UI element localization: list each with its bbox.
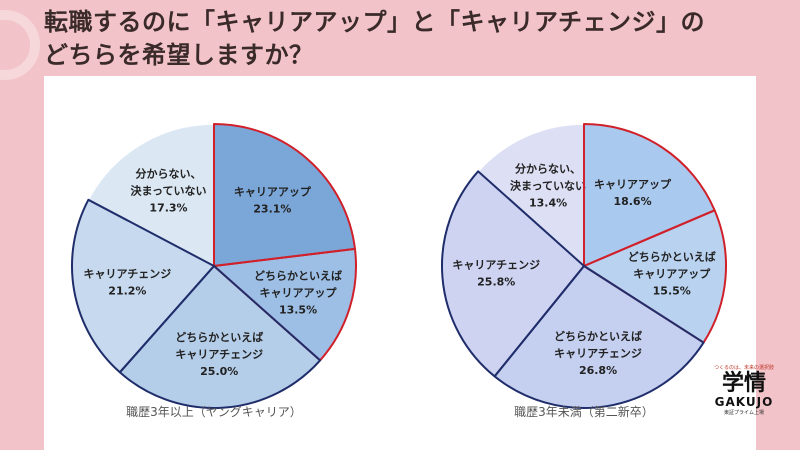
slice-value-label: 25.0% bbox=[200, 365, 238, 378]
slice-value-label: 23.1% bbox=[253, 203, 291, 216]
gakujo-logo: つくるのは、未来の選択肢 学情 GAKUJO 東証プライム上場 bbox=[714, 364, 774, 436]
slice-category-label: 決まっていない bbox=[510, 179, 586, 193]
slice-category-label: キャリアアップ bbox=[633, 266, 711, 280]
chart-caption: 職歴3年以上（ヤングキャリア） bbox=[126, 405, 302, 419]
slice-category-label: キャリアチェンジ bbox=[452, 259, 540, 272]
logo-kanji: 学情 bbox=[721, 370, 766, 396]
slice-outline bbox=[583, 209, 727, 344]
slice-value-label: 26.8% bbox=[579, 364, 617, 377]
slice-outline bbox=[71, 198, 215, 374]
slice-value-label: 15.5% bbox=[653, 284, 691, 297]
pie-slice bbox=[477, 123, 585, 268]
logo-tagline: つくるのは、未来の選択肢 bbox=[714, 365, 774, 371]
pie-chart-1: キャリアアップ23.1%どちらかといえばキャリアアップ13.5%どちらかといえば… bbox=[71, 123, 357, 419]
slice-category-label: 分からない、 bbox=[136, 167, 202, 181]
slice-outline bbox=[118, 265, 322, 409]
title-line-2: どちらを希望しますか？ bbox=[44, 41, 314, 69]
slice-category-label: 分からない、 bbox=[515, 162, 581, 176]
decorative-circle bbox=[0, 10, 40, 80]
slice-outline bbox=[213, 247, 357, 362]
slice-outline bbox=[213, 123, 356, 267]
slice-category-label: どちらかといえば bbox=[175, 330, 263, 344]
logo-roman: GAKUJO bbox=[714, 395, 774, 409]
chart-caption: 職歴3年未満（第二新卒） bbox=[514, 404, 654, 419]
slice-category-label: キャリアアップ bbox=[260, 285, 338, 299]
slice-category-label: どちらかといえば bbox=[628, 249, 716, 263]
slice-value-label: 13.4% bbox=[529, 197, 567, 210]
slice-category-label: キャリアチェンジ bbox=[83, 267, 171, 280]
slice-outline bbox=[583, 123, 716, 267]
slice-value-label: 25.8% bbox=[477, 276, 515, 289]
slice-category-label: どちらかといえば bbox=[254, 268, 342, 282]
title-line-1: 転職するのに「キャリアアップ」と「キャリアチェンジ」の bbox=[44, 8, 706, 36]
slice-category-label: キャリアアップ bbox=[234, 185, 312, 199]
slice-category-label: キャリアチェンジ bbox=[554, 347, 642, 360]
slice-category-label: 決まっていない bbox=[131, 184, 207, 198]
slice-value-label: 17.3% bbox=[149, 202, 187, 215]
slice-value-label: 21.2% bbox=[108, 284, 146, 297]
logo-sub: 東証プライム上場 bbox=[724, 410, 764, 416]
slice-category-label: キャリアアップ bbox=[594, 177, 672, 191]
slice-outline bbox=[493, 265, 705, 409]
pie-charts: キャリアアップ23.1%どちらかといえばキャリアアップ13.5%どちらかといえば… bbox=[71, 123, 727, 419]
slice-value-label: 18.6% bbox=[613, 195, 651, 208]
slice-category-label: キャリアチェンジ bbox=[175, 348, 263, 361]
slice-value-label: 13.5% bbox=[279, 303, 317, 316]
slice-category-label: どちらかといえば bbox=[554, 329, 642, 343]
pie-slice bbox=[87, 123, 215, 268]
slice-outline bbox=[441, 170, 585, 378]
chart-panel: キャリアアップ 23.1% どちらかといえば キャリアアップ 13.5% どちらかといえば… bbox=[44, 76, 756, 450]
page-title: 転職するのに「キャリアアップ」と「キャリアチェンジ」の どちらを希望しますか？ bbox=[44, 6, 705, 72]
pie-chart-2: キャリアアップ18.6%どちらかといえばキャリアアップ15.5%どちらかといえば… bbox=[441, 123, 727, 419]
